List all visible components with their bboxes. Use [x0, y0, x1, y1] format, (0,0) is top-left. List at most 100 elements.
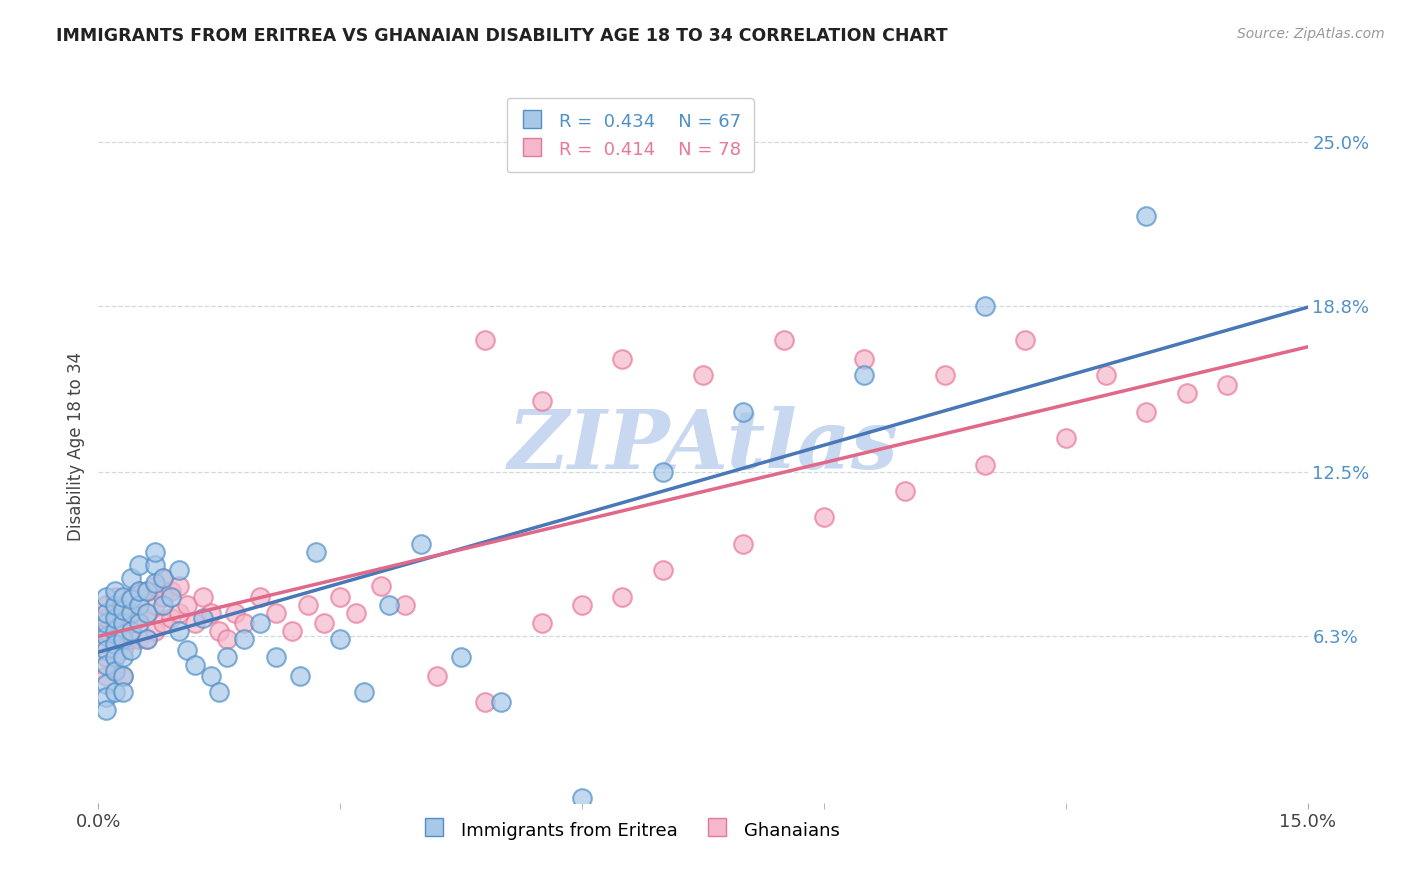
Point — [329, 590, 352, 604]
Point — [1014, 333, 1036, 347]
Point — [111, 590, 134, 604]
Point — [111, 650, 134, 665]
Point — [249, 616, 271, 631]
Point — [111, 669, 134, 683]
Point — [143, 624, 166, 638]
Point — [128, 611, 150, 625]
Point — [143, 576, 166, 591]
Point — [450, 650, 472, 665]
Point — [103, 664, 125, 678]
Point — [370, 579, 392, 593]
Point — [934, 368, 956, 382]
Point — [344, 606, 367, 620]
Point — [1095, 368, 1118, 382]
Point — [193, 611, 215, 625]
Point — [167, 624, 190, 638]
Point — [111, 611, 134, 625]
Point — [208, 685, 231, 699]
Point — [893, 483, 915, 498]
Point — [249, 590, 271, 604]
Point — [128, 632, 150, 646]
Point — [474, 333, 496, 347]
Point — [143, 598, 166, 612]
Point — [733, 537, 755, 551]
Point — [111, 624, 134, 638]
Point — [111, 632, 134, 646]
Point — [103, 650, 125, 665]
Point — [1054, 431, 1077, 445]
Point — [103, 611, 125, 625]
Point — [160, 590, 183, 604]
Point — [813, 510, 835, 524]
Point — [111, 603, 134, 617]
Point — [974, 299, 997, 313]
Point — [353, 685, 375, 699]
Point — [96, 598, 118, 612]
Point — [329, 632, 352, 646]
Point — [232, 616, 254, 631]
Point — [120, 606, 142, 620]
Point — [103, 650, 125, 665]
Point — [96, 616, 118, 631]
Point — [103, 584, 125, 599]
Point — [96, 690, 118, 704]
Point — [491, 695, 513, 709]
Point — [135, 632, 157, 646]
Point — [96, 637, 118, 651]
Point — [184, 658, 207, 673]
Point — [120, 592, 142, 607]
Point — [571, 790, 593, 805]
Point — [305, 545, 328, 559]
Point — [152, 571, 174, 585]
Point — [571, 598, 593, 612]
Point — [120, 606, 142, 620]
Point — [530, 394, 553, 409]
Point — [96, 669, 118, 683]
Point — [143, 579, 166, 593]
Point — [224, 606, 246, 620]
Point — [128, 584, 150, 599]
Point — [160, 584, 183, 599]
Point — [152, 590, 174, 604]
Point — [193, 590, 215, 604]
Point — [232, 632, 254, 646]
Point — [143, 545, 166, 559]
Point — [1175, 386, 1198, 401]
Point — [135, 584, 157, 599]
Point — [120, 616, 142, 631]
Point — [111, 685, 134, 699]
Point — [111, 616, 134, 631]
Point — [103, 632, 125, 646]
Point — [152, 616, 174, 631]
Point — [96, 606, 118, 620]
Text: IMMIGRANTS FROM ERITREA VS GHANAIAN DISABILITY AGE 18 TO 34 CORRELATION CHART: IMMIGRANTS FROM ERITREA VS GHANAIAN DISA… — [56, 27, 948, 45]
Point — [96, 642, 118, 657]
Point — [128, 598, 150, 612]
Point — [281, 624, 304, 638]
Point — [135, 632, 157, 646]
Point — [120, 590, 142, 604]
Point — [103, 637, 125, 651]
Point — [167, 606, 190, 620]
Point — [128, 558, 150, 572]
Point — [96, 629, 118, 643]
Point — [217, 632, 239, 646]
Point — [103, 685, 125, 699]
Point — [96, 677, 118, 691]
Point — [135, 606, 157, 620]
Point — [103, 590, 125, 604]
Point — [135, 584, 157, 599]
Point — [103, 624, 125, 638]
Point — [474, 695, 496, 709]
Point — [974, 458, 997, 472]
Point — [103, 664, 125, 678]
Point — [288, 669, 311, 683]
Point — [103, 616, 125, 631]
Point — [176, 642, 198, 657]
Point — [176, 598, 198, 612]
Point — [120, 571, 142, 585]
Point — [530, 616, 553, 631]
Point — [96, 703, 118, 717]
Point — [200, 606, 222, 620]
Point — [120, 642, 142, 657]
